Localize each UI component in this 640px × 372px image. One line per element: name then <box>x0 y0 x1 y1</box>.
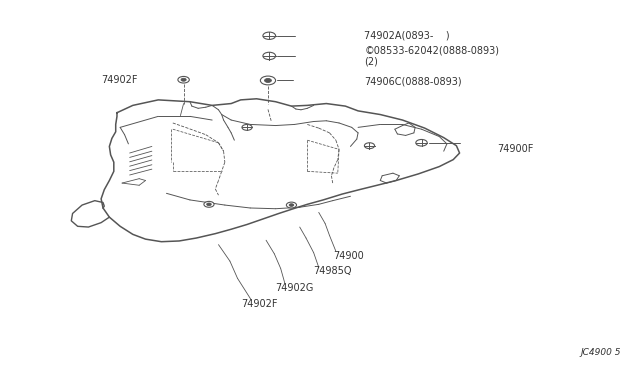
Circle shape <box>416 140 428 146</box>
Circle shape <box>260 76 276 85</box>
Circle shape <box>286 202 296 208</box>
Text: 74900F: 74900F <box>498 144 534 154</box>
Text: 74902G: 74902G <box>276 283 314 293</box>
Circle shape <box>264 78 271 83</box>
Circle shape <box>364 143 374 149</box>
Text: 74906C(0888-0893): 74906C(0888-0893) <box>364 77 462 87</box>
Text: 74902A(0893-    ): 74902A(0893- ) <box>364 31 450 41</box>
Text: JC4900 5: JC4900 5 <box>581 349 621 357</box>
Circle shape <box>263 52 276 60</box>
Text: 74985Q: 74985Q <box>314 266 352 276</box>
Text: 74902F: 74902F <box>241 299 277 309</box>
Circle shape <box>204 201 214 207</box>
Circle shape <box>181 78 186 81</box>
Text: 74902F: 74902F <box>101 75 138 85</box>
Text: ©08533-62042(0888-0893)
(2): ©08533-62042(0888-0893) (2) <box>364 45 499 67</box>
Circle shape <box>178 76 189 83</box>
Circle shape <box>263 32 276 39</box>
Text: 74900: 74900 <box>333 251 364 261</box>
Circle shape <box>289 204 294 206</box>
Circle shape <box>207 203 211 206</box>
Circle shape <box>242 125 252 130</box>
